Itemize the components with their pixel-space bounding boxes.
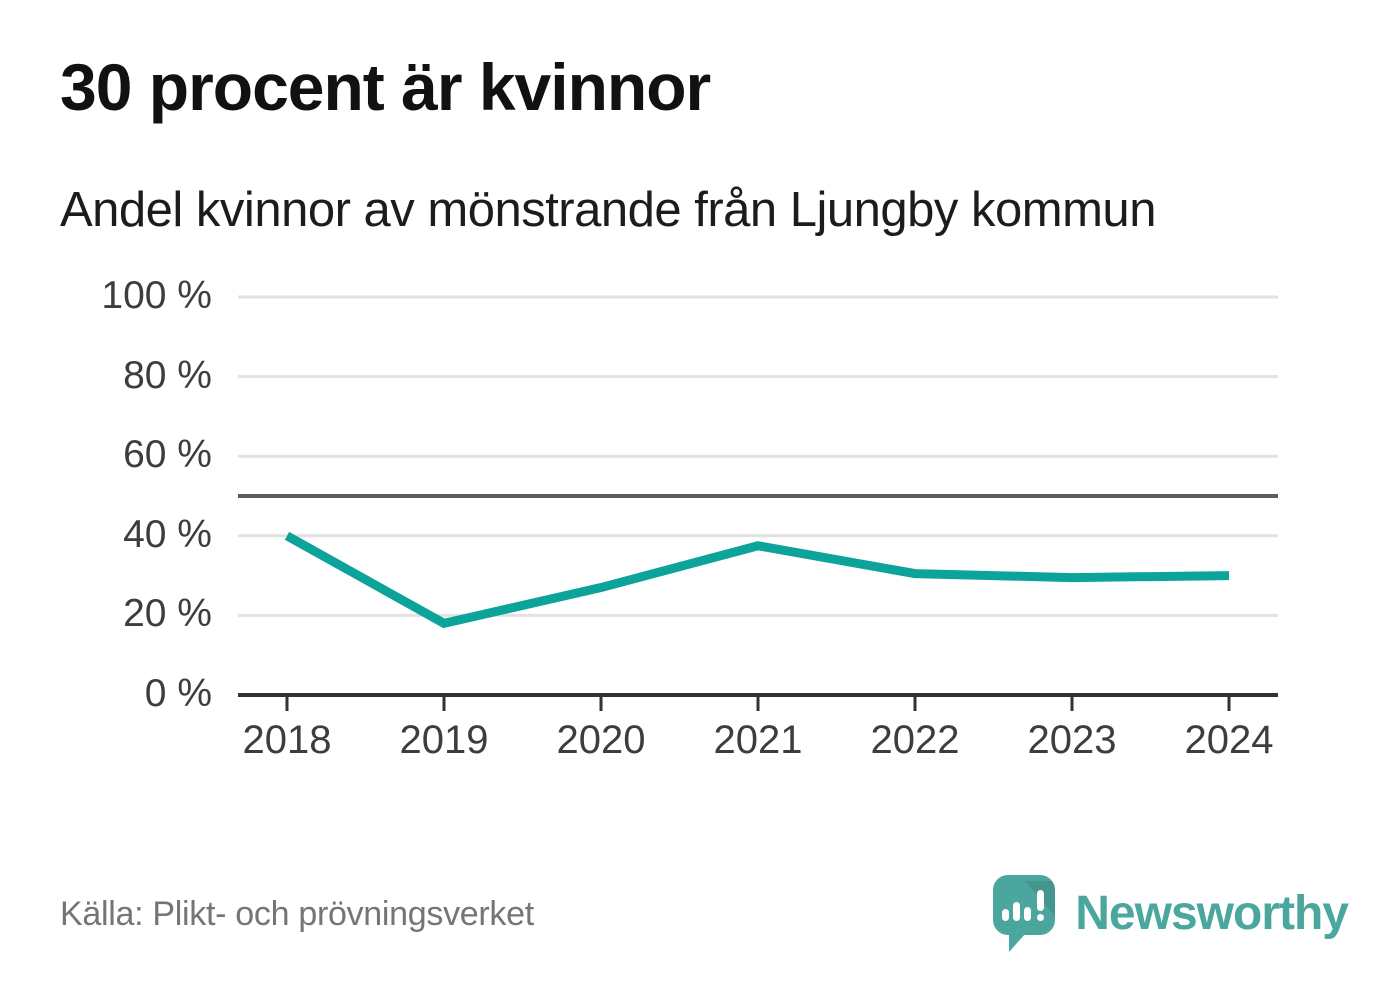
chart-footer: Källa: Plikt- och prövningsverket bbox=[60, 868, 1349, 960]
newsworthy-logo-icon bbox=[993, 875, 1056, 953]
x-tick-label: 2018 bbox=[242, 718, 332, 762]
logo-text: Newsworthy bbox=[1075, 887, 1349, 940]
speech-bubble-tail bbox=[1009, 933, 1027, 952]
bar-chart-exclamation-icon bbox=[1002, 890, 1045, 921]
speech-bubble-icon bbox=[993, 875, 1056, 935]
y-tick-label: 80 % bbox=[123, 353, 212, 397]
exclamation-icon bbox=[1037, 890, 1045, 921]
y-tick-label: 0 % bbox=[144, 672, 212, 716]
y-axis-labels: 100 % 80 % 60 % 40 % 20 % 0 % bbox=[60, 274, 212, 715]
x-tick-label: 2024 bbox=[1184, 718, 1274, 762]
x-tick-label: 2021 bbox=[713, 718, 803, 762]
x-axis-labels: 2018 2019 2020 2021 2022 2023 2024 bbox=[238, 718, 1278, 768]
data-line bbox=[284, 531, 1230, 629]
chart-subtitle: Andel kvinnor av mönstrande från Ljungby… bbox=[60, 183, 1156, 237]
page-title: 30 procent är kvinnor bbox=[60, 50, 711, 124]
newsworthy-logo: Newsworthy bbox=[993, 875, 1349, 953]
x-tick-label: 2023 bbox=[1027, 718, 1117, 762]
y-tick-label: 60 % bbox=[123, 433, 212, 477]
x-tick-label: 2020 bbox=[556, 718, 646, 762]
x-tick-label: 2019 bbox=[399, 718, 489, 762]
y-tick-label: 40 % bbox=[123, 512, 212, 556]
plot-svg bbox=[238, 295, 1278, 711]
x-tick-label: 2022 bbox=[870, 718, 960, 762]
source-note: Källa: Plikt- och prövningsverket bbox=[60, 894, 534, 933]
y-tick-label: 100 % bbox=[101, 274, 212, 318]
y-tick-label: 20 % bbox=[123, 592, 212, 636]
